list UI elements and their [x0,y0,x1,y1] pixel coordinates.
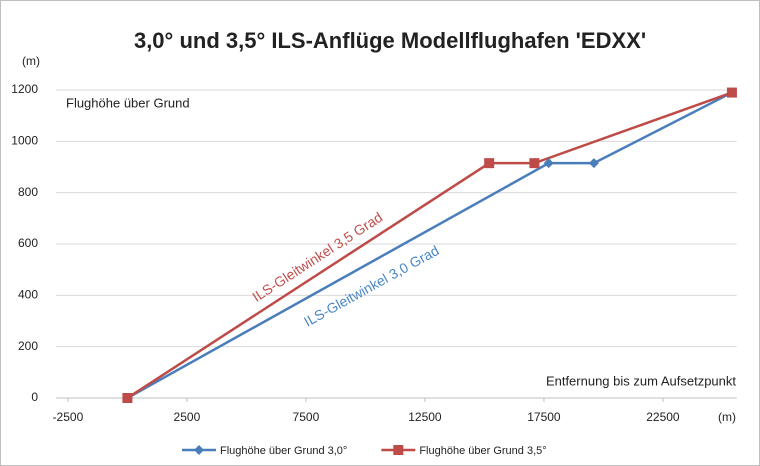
x-tick-label: 7500 [293,410,320,424]
legend-item: Flughöhe über Grund 3,5° [381,445,547,457]
chart-title: 3,0° und 3,5° ILS-Anflüge Modellflughafe… [134,28,646,53]
y-tick-label: 400 [18,288,38,302]
y-tick-label: 0 [31,390,38,404]
y-label: Flughöhe über Grund [66,95,190,110]
legend-marker [393,445,404,455]
y-tick-label: 1000 [11,134,38,148]
series-line [126,91,733,400]
marker [122,393,133,403]
marker [543,158,554,169]
legend-item: Flughöhe über Grund 3,0° [182,445,347,457]
legend-label: Flughöhe über Grund 3,0° [220,445,347,457]
marker [588,158,599,169]
x-label: Entfernung bis zum Aufsetzpunkt [546,373,736,388]
y-unit: (m) [22,54,40,68]
x-tick-label: 2500 [174,410,201,424]
legend-marker [194,445,204,455]
y-tick-label: 600 [18,236,38,250]
y-tick-label: 200 [18,339,38,353]
marker [529,158,540,169]
x-tick-label: 22500 [646,410,680,424]
y-tick-label: 800 [18,185,38,199]
y-tick-label: 1200 [11,82,38,96]
x-tick-label: -2500 [53,410,84,424]
x-tick-label: 17500 [527,410,561,424]
marker [484,158,495,169]
marker [726,87,737,98]
legend-label: Flughöhe über Grund 3,5° [419,445,546,457]
series-line [126,91,733,400]
x-tick-label: 12500 [408,410,442,424]
x-unit: (m) [718,410,736,424]
